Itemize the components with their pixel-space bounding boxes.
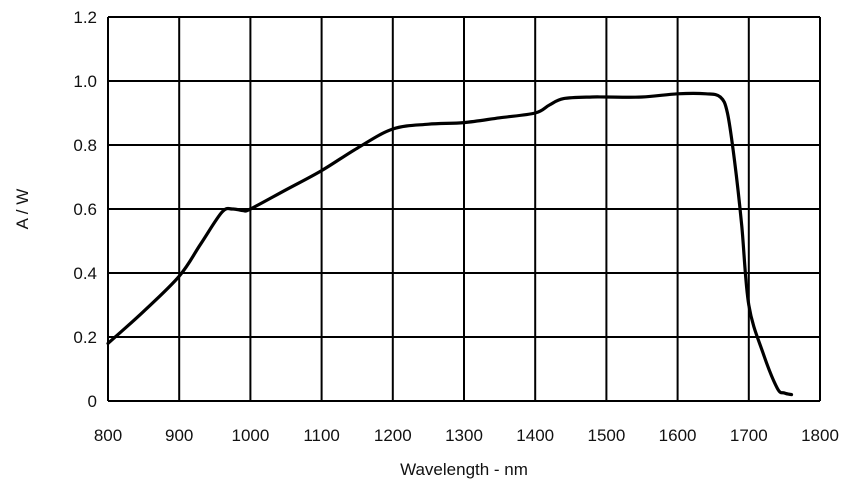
x-tick-label: 1600 [659, 426, 697, 445]
grid-lines [107, 16, 821, 402]
y-tick-label: 0.8 [73, 136, 97, 155]
y-tick-label: 0.2 [73, 328, 97, 347]
x-tick-label: 1300 [445, 426, 483, 445]
y-tick-label: 0.6 [73, 200, 97, 219]
x-tick-labels: 800 900 1000 1100 1200 1300 1400 1500 1600 1700 18… [94, 426, 839, 445]
x-tick-label: 1700 [730, 426, 768, 445]
x-tick-label: 1000 [231, 426, 269, 445]
x-tick-label: 800 [94, 426, 122, 445]
x-tick-label: 1500 [587, 426, 625, 445]
y-tick-label: 1.0 [73, 72, 97, 91]
y-tick-label: 0.4 [73, 264, 97, 283]
y-tick-label: 1.2 [73, 8, 97, 27]
x-tick-label: 900 [165, 426, 193, 445]
y-tick-labels: 0 0.2 0.4 0.6 0.8 1.0 1.2 [73, 8, 97, 411]
x-tick-label: 1100 [303, 426, 340, 445]
y-tick-label: 0 [88, 392, 97, 411]
x-tick-label: 1200 [374, 426, 412, 445]
y-axis-label: A / W [13, 189, 32, 230]
x-axis-label: Wavelength - nm [400, 460, 528, 479]
x-tick-label: 1800 [801, 426, 839, 445]
x-tick-label: 1400 [516, 426, 554, 445]
responsivity-curve [106, 91, 794, 397]
